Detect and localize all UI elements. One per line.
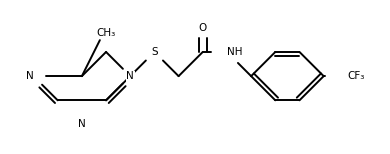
- Text: N: N: [78, 120, 86, 130]
- Text: N: N: [26, 71, 34, 81]
- Text: S: S: [151, 47, 158, 57]
- Text: CH₃: CH₃: [96, 28, 116, 38]
- Text: CF₃: CF₃: [348, 71, 365, 81]
- Text: N: N: [126, 71, 134, 81]
- Text: O: O: [199, 23, 207, 33]
- Text: NH: NH: [227, 47, 243, 57]
